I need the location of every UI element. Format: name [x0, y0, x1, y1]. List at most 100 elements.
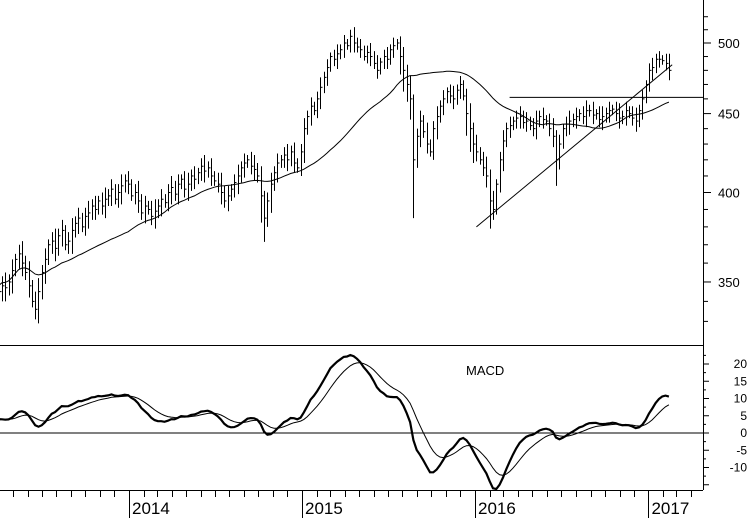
price-bar — [516, 110, 519, 129]
price-bar — [530, 116, 533, 131]
price-bar — [281, 155, 284, 168]
price-bar — [324, 71, 327, 94]
price-bar — [241, 161, 244, 183]
price-bar — [151, 200, 154, 226]
price-bar — [350, 29, 353, 53]
price-bar — [284, 147, 287, 168]
macd-label: MACD — [466, 363, 504, 378]
price-bar — [155, 199, 158, 229]
price-bar — [380, 57, 383, 75]
price-bar — [622, 110, 625, 125]
price-bar — [42, 264, 45, 300]
price-bar — [221, 172, 224, 205]
price-bar — [35, 291, 38, 320]
price-bar — [602, 106, 605, 131]
price-bar — [115, 184, 118, 205]
price-bar — [301, 144, 304, 176]
price-bar — [612, 104, 615, 116]
macd-signal-line — [0, 362, 670, 476]
price-bar — [234, 174, 237, 198]
price-bar — [148, 200, 151, 215]
price-bar — [659, 51, 662, 68]
price-bar — [589, 104, 592, 117]
price-bar — [619, 103, 622, 129]
price-bar — [19, 244, 22, 269]
price-bar — [490, 169, 493, 229]
price-bar — [165, 194, 168, 208]
price-bar — [377, 55, 380, 79]
price-bar — [105, 187, 108, 219]
price-bar — [563, 124, 566, 149]
price-bar — [158, 199, 161, 219]
price-bar — [291, 145, 294, 167]
price-bar — [85, 207, 88, 236]
price-bar — [274, 166, 277, 191]
price-bar — [191, 169, 194, 191]
price-bar — [175, 180, 178, 201]
price-bar — [128, 171, 131, 195]
price-bar — [433, 121, 436, 160]
price-bar — [430, 139, 433, 157]
price-bar — [141, 194, 144, 220]
price-bar — [55, 228, 58, 262]
price-bar — [496, 179, 499, 215]
price-bar — [72, 218, 75, 254]
price-bar — [52, 232, 55, 254]
price-bar — [347, 38, 350, 50]
price-bar — [244, 153, 247, 178]
price-bar — [417, 128, 420, 168]
price-bar — [357, 37, 360, 53]
price-bar — [470, 103, 473, 152]
price-bar — [370, 43, 373, 67]
price-bar — [556, 130, 559, 186]
price-bar — [536, 110, 539, 140]
price-bar — [510, 116, 513, 138]
price-bar — [251, 151, 254, 175]
price-bar — [161, 189, 164, 217]
price-bar — [131, 179, 134, 201]
price-bar — [327, 59, 330, 86]
price-bar — [503, 130, 506, 172]
price-bar — [311, 97, 314, 126]
macd-tick-label: -5 — [736, 443, 747, 457]
price-bar — [277, 153, 280, 183]
price-bar — [374, 51, 377, 69]
price-bar — [606, 107, 609, 123]
price-bar — [38, 278, 41, 324]
price-bar — [566, 116, 569, 137]
price-bar — [211, 158, 214, 186]
price-bar — [390, 44, 393, 65]
year-label: 2017 — [651, 499, 689, 518]
price-bar — [616, 101, 619, 122]
price-bar — [78, 207, 81, 234]
price-bar — [228, 185, 231, 212]
price-bar — [5, 272, 8, 302]
price-bar — [9, 274, 12, 296]
price-bar — [264, 190, 267, 242]
price-bar — [559, 134, 562, 170]
price-bar — [384, 49, 387, 69]
price-bar — [320, 77, 323, 110]
macd-tick-label: 0 — [740, 426, 747, 440]
price-bar — [626, 101, 629, 126]
price-bar — [145, 195, 148, 224]
price-bar — [314, 101, 317, 116]
price-bar — [646, 80, 649, 104]
price-bar — [214, 171, 217, 186]
price-bar — [337, 44, 340, 69]
price-bar — [62, 219, 65, 247]
price-bar — [400, 36, 403, 75]
price-bar — [493, 190, 496, 220]
price-bar — [642, 90, 645, 120]
price-tick-label: 400 — [718, 186, 740, 201]
price-bar — [457, 84, 460, 105]
price-bar — [437, 106, 440, 140]
price-bar — [48, 239, 51, 265]
price-bar — [121, 174, 124, 205]
price-bar — [68, 232, 71, 254]
price-bar — [500, 151, 503, 193]
price-bar — [506, 122, 509, 148]
price-bar — [108, 189, 111, 207]
price-bar — [238, 164, 241, 195]
